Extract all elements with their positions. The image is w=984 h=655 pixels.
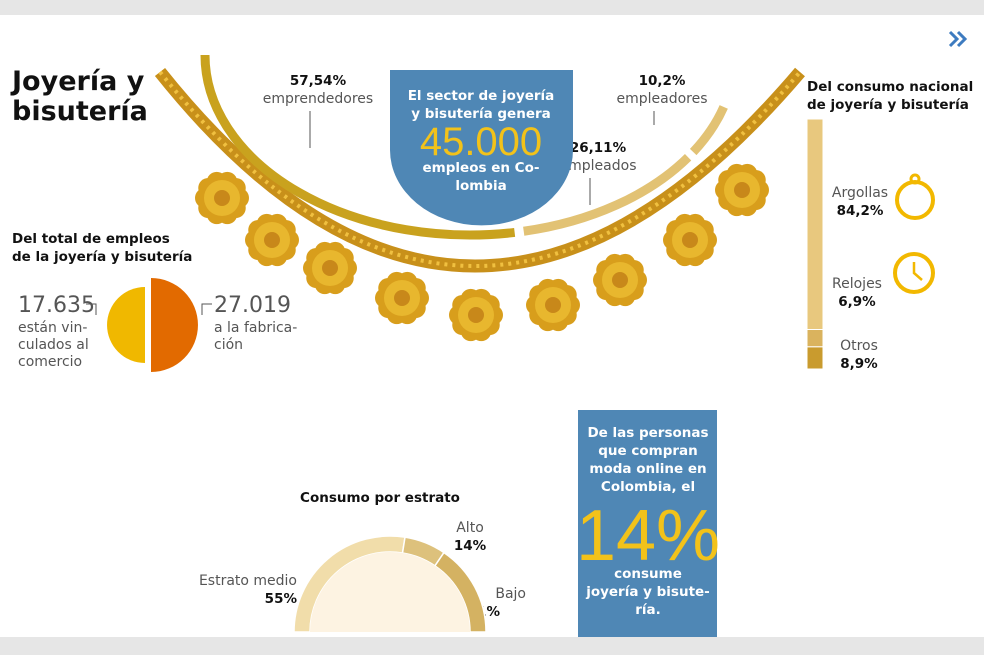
segment-value: 10,2% [639, 73, 686, 89]
flower-core [612, 272, 628, 288]
clock-icon [893, 252, 935, 294]
online-intro: De las personas [587, 425, 708, 441]
segment-name: emprendedores [263, 91, 373, 107]
part-name: Relojes [832, 276, 882, 292]
part-name: Alto [456, 520, 484, 536]
title: Joyería y [10, 66, 145, 97]
ring-stone [909, 173, 921, 185]
employment-arc [689, 105, 728, 156]
section-title: de la joyería y bisutería [12, 249, 192, 265]
stack-segment [806, 346, 824, 370]
half-pie [107, 287, 145, 363]
chain [154, 67, 805, 273]
online-outro: consume [614, 566, 682, 582]
leader [201, 303, 212, 315]
flower-core [468, 307, 484, 323]
flower-core [264, 232, 280, 248]
leader [86, 303, 97, 315]
part-text: a la fabrica- [214, 320, 297, 336]
headline: y bisutería genera [411, 106, 551, 122]
employment-arc [200, 54, 516, 240]
section-title: Consumo por estrato [300, 490, 460, 506]
top-band [0, 0, 984, 15]
part-name: Argollas [832, 185, 888, 201]
part-text: ción [214, 337, 243, 353]
part-text: comercio [18, 354, 82, 370]
ring-icon [895, 180, 935, 220]
employment-arc [523, 154, 692, 236]
stack-segment [806, 329, 824, 348]
title: bisutería [12, 96, 148, 127]
necklace [154, 67, 805, 342]
flower-core [545, 297, 561, 313]
flower-core [394, 290, 410, 306]
online-outro: ría. [635, 602, 661, 618]
flower-core [214, 190, 230, 206]
bottom-band [0, 637, 984, 655]
part-value: 17.635 [18, 293, 95, 318]
total: 45.000 [420, 120, 542, 164]
part-value: 84,2% [837, 203, 884, 219]
section-title: Del consumo nacional [807, 79, 973, 95]
part-value: 8,9% [840, 356, 878, 372]
section-title: de joyería y bisutería [807, 97, 969, 113]
part-name: Bajo [495, 586, 526, 602]
online-intro: que compran [598, 443, 698, 459]
part-value: 27.019 [214, 293, 291, 318]
footer: lombia [455, 178, 506, 194]
segment-name: empleados [560, 158, 637, 174]
segment-value: 26,11% [570, 140, 627, 156]
online-intro: Colombia, el [601, 479, 695, 495]
clock-hands [912, 262, 923, 281]
online-intro: moda online en [589, 461, 706, 477]
half-pie [151, 278, 198, 372]
flower-core [682, 232, 698, 248]
part-name: Otros [840, 338, 878, 354]
footer: empleos en Co- [423, 160, 540, 176]
next-icon[interactable] [948, 30, 968, 48]
segment-value: 57,54% [290, 73, 347, 89]
part-text: están vin- [18, 320, 87, 336]
flower-core [322, 260, 338, 276]
segment-name: empleadores [616, 91, 707, 107]
section-title: Del total de empleos [12, 231, 170, 247]
part-value: 55% [265, 591, 298, 607]
online-outro: joyería y bisute- [585, 584, 710, 600]
online-box [578, 410, 717, 637]
part-name: Estrato medio [199, 573, 297, 589]
part-value: 14% [454, 538, 487, 554]
part-text: culados al [18, 337, 89, 353]
stack-segment [806, 118, 824, 330]
employment-box [390, 70, 573, 226]
part-value: 6,9% [838, 294, 876, 310]
flower-core [734, 182, 750, 198]
headline: El sector de joyería [408, 88, 555, 104]
online-share: 14% [576, 496, 720, 576]
donut-center [310, 552, 470, 632]
